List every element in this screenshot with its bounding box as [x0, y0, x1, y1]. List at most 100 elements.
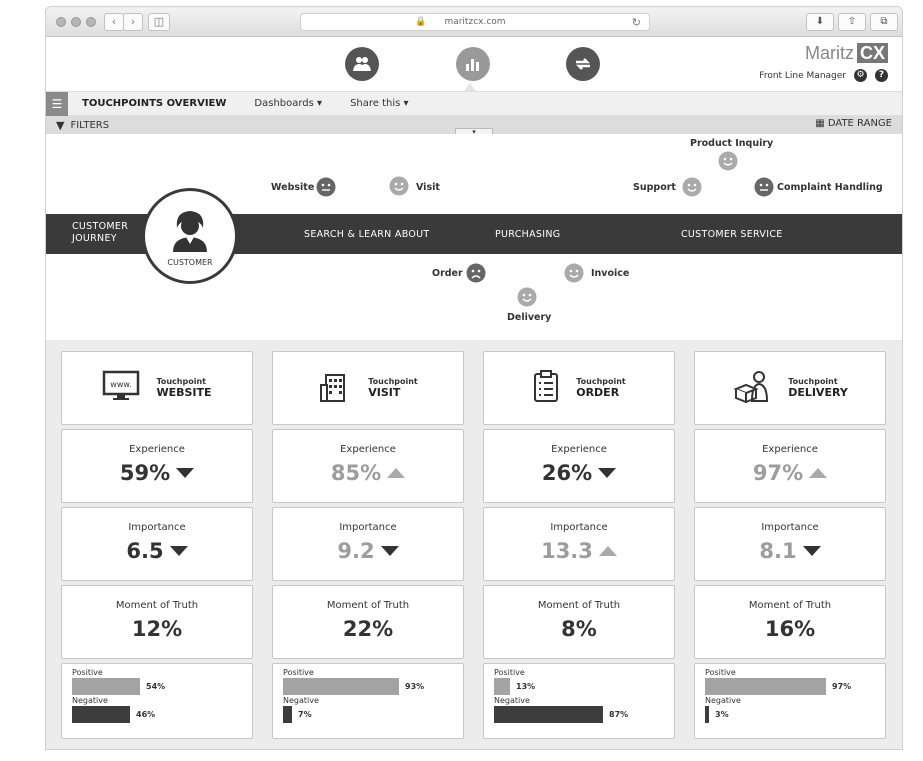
- forward-button[interactable]: ›: [123, 13, 143, 31]
- bar-chart-icon[interactable]: [456, 47, 490, 81]
- importance-value: 9.2: [337, 539, 375, 563]
- importance-card[interactable]: Importance 8.1: [694, 507, 886, 581]
- experience-value: 26%: [541, 461, 593, 485]
- lock-icon: 🔒: [415, 17, 427, 27]
- page-title: TOUCHPOINTS OVERVIEW: [82, 98, 227, 109]
- sad-face-icon[interactable]: [466, 263, 486, 283]
- calendar-icon: ▦: [815, 118, 825, 129]
- stage-purchasing[interactable]: PURCHASING: [495, 229, 561, 240]
- experience-label: Experience: [340, 444, 396, 455]
- importance-label: Importance: [128, 522, 186, 533]
- touchpoint-label: Touchpoint: [788, 377, 838, 386]
- experience-label: Experience: [551, 444, 607, 455]
- page-toolbar: ☰ TOUCHPOINTS OVERVIEW Dashboards ▾ Shar…: [46, 91, 902, 116]
- dashboards-menu[interactable]: Dashboards ▾: [254, 98, 323, 109]
- moment-of-truth-card[interactable]: Moment of Truth 12%: [61, 585, 253, 659]
- minimize-window-icon[interactable]: [71, 17, 81, 27]
- sentiment-card[interactable]: Positive 54% Negative 46%: [61, 663, 253, 739]
- sync-icon[interactable]: [566, 47, 600, 81]
- back-button[interactable]: ‹: [104, 13, 124, 31]
- stage-customer-service[interactable]: CUSTOMER SERVICE: [681, 229, 783, 240]
- browser-window: ‹ › ◫ 🔒 maritzcx.com ↻ ⬇ ⇧ ⧉ Maritz CX Fr…: [45, 6, 903, 750]
- negative-bar: [283, 706, 292, 723]
- touchpoint-card-delivery[interactable]: Touchpoint DELIVERY: [694, 351, 886, 425]
- address-bar[interactable]: 🔒 maritzcx.com ↻: [300, 13, 650, 31]
- trend-down-icon: [169, 546, 188, 556]
- stage-search[interactable]: SEARCH & LEARN ABOUT: [304, 229, 430, 240]
- gear-icon[interactable]: ⚙: [854, 69, 867, 82]
- filter-icon[interactable]: ▼: [56, 118, 65, 132]
- zoom-window-icon[interactable]: [86, 17, 96, 27]
- touchpoint-card-website[interactable]: www. Touchpoint WEBSITE: [61, 351, 253, 425]
- sentiment-card[interactable]: Positive 93% Negative 7%: [272, 663, 464, 739]
- tabs-icon[interactable]: ⧉: [870, 13, 898, 31]
- happy-face-icon[interactable]: [682, 177, 702, 197]
- active-indicator: [464, 83, 476, 91]
- touchpoint-name: ORDER: [576, 386, 620, 399]
- sentiment-card[interactable]: Positive 97% Negative 3%: [694, 663, 886, 739]
- touchpoint-card-order[interactable]: Touchpoint ORDER: [483, 351, 675, 425]
- customer-avatar[interactable]: CUSTOMER: [142, 188, 238, 284]
- happy-face-icon[interactable]: [564, 263, 584, 283]
- menu-icon[interactable]: ☰: [46, 91, 68, 116]
- tp-delivery-label[interactable]: Delivery: [507, 312, 552, 323]
- negative-value: 7%: [298, 710, 312, 719]
- positive-bar: [705, 678, 826, 695]
- importance-card[interactable]: Importance 9.2: [272, 507, 464, 581]
- customers-icon[interactable]: [345, 47, 379, 81]
- help-icon[interactable]: ?: [875, 69, 888, 82]
- filters-label[interactable]: FILTERS: [70, 119, 110, 131]
- sentiment-card[interactable]: Positive 13% Negative 87%: [483, 663, 675, 739]
- user-role[interactable]: Front Line Manager: [759, 70, 846, 81]
- mot-label: Moment of Truth: [326, 600, 410, 611]
- neutral-face-icon[interactable]: [316, 177, 336, 197]
- tp-order-label[interactable]: Order: [432, 268, 463, 279]
- experience-card[interactable]: Experience 85%: [272, 429, 464, 503]
- happy-face-icon[interactable]: [718, 151, 738, 171]
- tp-website-label[interactable]: Website: [271, 182, 315, 193]
- touchpoint-card-visit[interactable]: Touchpoint VISIT: [272, 351, 464, 425]
- happy-face-icon[interactable]: [389, 176, 409, 196]
- delivery-person-icon: [732, 369, 772, 407]
- importance-label: Importance: [550, 522, 608, 533]
- importance-value: 8.1: [759, 539, 797, 563]
- importance-card[interactable]: Importance 13.3: [483, 507, 675, 581]
- moment-of-truth-card[interactable]: Moment of Truth 8%: [483, 585, 675, 659]
- negative-bar: [72, 706, 130, 723]
- mot-value: 22%: [342, 617, 394, 641]
- negative-label: Negative: [72, 696, 108, 705]
- neutral-face-icon[interactable]: [754, 177, 774, 197]
- date-range-button[interactable]: ▦ DATE RANGE: [815, 118, 892, 129]
- negative-value: 46%: [136, 710, 156, 719]
- touchpoint-label: Touchpoint: [368, 377, 418, 386]
- tp-support-label[interactable]: Support: [633, 182, 676, 193]
- customer-label: CUSTOMER: [167, 258, 213, 267]
- tp-invoice-label[interactable]: Invoice: [591, 268, 630, 279]
- tp-complaint-label[interactable]: Complaint Handling: [777, 182, 883, 193]
- moment-of-truth-card[interactable]: Moment of Truth 16%: [694, 585, 886, 659]
- trend-down-icon: [380, 546, 399, 556]
- experience-label: Experience: [762, 444, 818, 455]
- url-text: maritzcx.com: [444, 17, 506, 27]
- moment-of-truth-card[interactable]: Moment of Truth 22%: [272, 585, 464, 659]
- tp-product-inquiry-label[interactable]: Product Inquiry: [690, 138, 774, 149]
- tp-visit-label[interactable]: Visit: [416, 182, 440, 193]
- mot-value: 16%: [764, 617, 816, 641]
- experience-card[interactable]: Experience 26%: [483, 429, 675, 503]
- importance-label: Importance: [761, 522, 819, 533]
- share-menu[interactable]: Share this ▾: [350, 98, 409, 109]
- happy-face-icon[interactable]: [517, 287, 537, 307]
- trend-down-icon: [176, 468, 195, 478]
- experience-card[interactable]: Experience 97%: [694, 429, 886, 503]
- trend-down-icon: [598, 468, 617, 478]
- importance-card[interactable]: Importance 6.5: [61, 507, 253, 581]
- sidebar-toggle-icon[interactable]: ◫: [148, 13, 170, 31]
- experience-card[interactable]: Experience 59%: [61, 429, 253, 503]
- close-window-icon[interactable]: [56, 17, 66, 27]
- share-icon[interactable]: ⇧: [838, 13, 866, 31]
- reload-icon[interactable]: ↻: [631, 16, 641, 29]
- touchpoint-label: Touchpoint: [156, 377, 206, 386]
- download-icon[interactable]: ⬇: [806, 13, 834, 31]
- negative-bar: [705, 706, 709, 723]
- negative-label: Negative: [283, 696, 319, 705]
